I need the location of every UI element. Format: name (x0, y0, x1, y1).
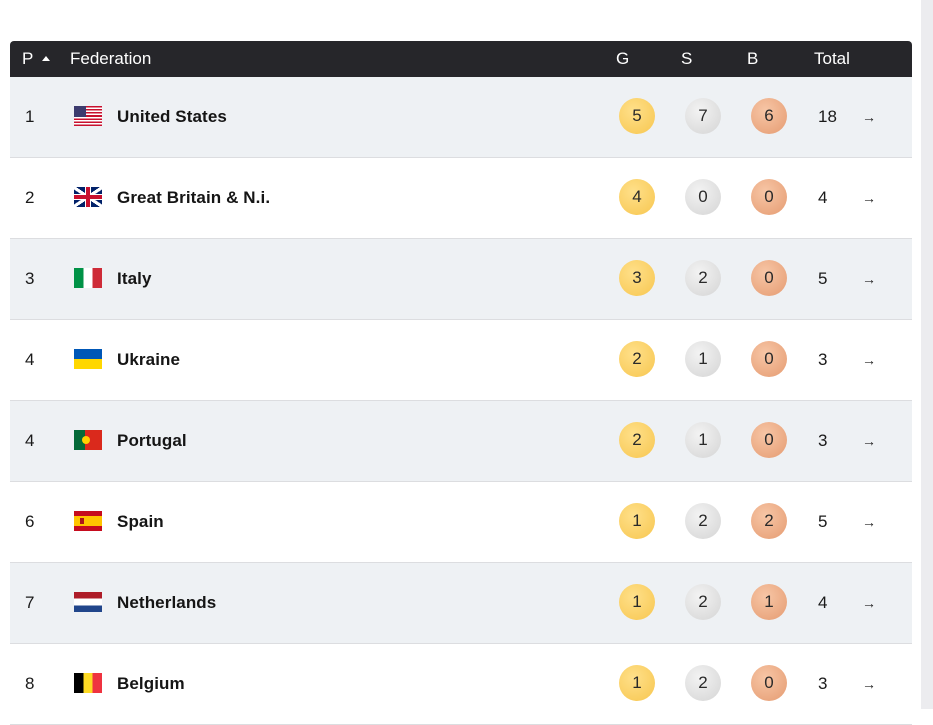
row-position: 1 (25, 107, 35, 126)
arrow-right-icon[interactable]: → (862, 352, 876, 368)
gold-medal-count: 4 (619, 179, 655, 215)
gold-medal-count: 2 (619, 422, 655, 458)
silver-medal-count: 1 (685, 422, 721, 458)
row-total: 4 (818, 188, 828, 207)
gold-medal-count: 1 (619, 584, 655, 620)
row-total: 5 (818, 512, 828, 531)
es-flag-icon (74, 511, 102, 531)
arrow-right-icon[interactable]: → (862, 514, 876, 530)
row-position: 2 (25, 188, 35, 207)
ua-flag-icon (74, 349, 102, 369)
bronze-medal-count: 0 (751, 422, 787, 458)
row-federation-name: Great Britain & N.i. (117, 188, 271, 207)
silver-medal-count: 2 (685, 260, 721, 296)
row-position: 7 (25, 593, 35, 612)
row-federation-name: United States (117, 107, 227, 126)
header-position-label: P (22, 49, 34, 68)
silver-medal-count: 2 (685, 584, 721, 620)
gold-medal-count: 2 (619, 341, 655, 377)
row-federation-name: Italy (117, 269, 152, 288)
row-federation-name: Ukraine (117, 350, 181, 369)
sort-ascending-icon (42, 56, 51, 61)
header-federation[interactable]: Federation (70, 49, 152, 68)
arrow-right-icon[interactable]: → (862, 595, 876, 611)
silver-medal-count: 0 (685, 179, 721, 215)
us-flag-icon (74, 106, 102, 126)
bronze-medal-count: 2 (751, 503, 787, 539)
table-row[interactable]: 6 Spain 1 2 2 5 → (10, 482, 912, 563)
scrollbar-track[interactable] (921, 0, 933, 709)
arrow-right-icon[interactable]: → (862, 190, 876, 206)
bronze-medal-count: 0 (751, 260, 787, 296)
silver-medal-count: 7 (685, 98, 721, 134)
arrow-right-icon[interactable]: → (862, 676, 876, 692)
gold-medal-count: 1 (619, 665, 655, 701)
table-row[interactable]: 3 Italy 3 2 0 5 → (10, 239, 912, 320)
row-federation-name: Spain (117, 512, 164, 531)
table-header: P Federation G S B Total (10, 41, 912, 77)
header-position[interactable]: P (22, 41, 51, 77)
row-position: 3 (25, 269, 35, 288)
be-flag-icon (74, 673, 102, 693)
row-total: 18 (818, 107, 837, 126)
bronze-medal-count: 0 (751, 341, 787, 377)
table-row[interactable]: 8 Belgium 1 2 0 3 → (10, 644, 912, 725)
arrow-right-icon[interactable]: → (862, 433, 876, 449)
header-bronze[interactable]: B (747, 49, 759, 68)
silver-medal-count: 1 (685, 341, 721, 377)
row-total: 3 (818, 350, 828, 369)
header-silver[interactable]: S (681, 49, 693, 68)
gold-medal-count: 5 (619, 98, 655, 134)
row-position: 4 (25, 431, 35, 450)
silver-medal-count: 2 (685, 503, 721, 539)
gold-medal-count: 3 (619, 260, 655, 296)
table-row[interactable]: 4 Portugal 2 1 0 3 → (10, 401, 912, 482)
row-federation-name: Netherlands (117, 593, 217, 612)
arrow-right-icon[interactable]: → (862, 271, 876, 287)
table-row[interactable]: 4 Ukraine 2 1 0 3 → (10, 320, 912, 401)
header-total[interactable]: Total (814, 49, 850, 68)
table-row[interactable]: 1 United States 5 7 6 18 → (10, 77, 912, 158)
gold-medal-count: 1 (619, 503, 655, 539)
row-federation-name: Portugal (117, 431, 187, 450)
bronze-medal-count: 1 (751, 584, 787, 620)
row-position: 8 (25, 674, 35, 693)
bronze-medal-count: 6 (751, 98, 787, 134)
pt-flag-icon (74, 430, 102, 450)
silver-medal-count: 2 (685, 665, 721, 701)
row-total: 3 (818, 431, 828, 450)
row-total: 4 (818, 593, 828, 612)
table-row[interactable]: 2 Great Britain & N.i. 4 0 0 4 → (10, 158, 912, 239)
bronze-medal-count: 0 (751, 665, 787, 701)
arrow-right-icon[interactable]: → (862, 109, 876, 125)
row-total: 5 (818, 269, 828, 288)
medal-table: P Federation G S B Total 1 United States… (10, 41, 912, 725)
it-flag-icon (74, 268, 102, 288)
nl-flag-icon (74, 592, 102, 612)
row-position: 4 (25, 350, 35, 369)
row-total: 3 (818, 674, 828, 693)
gb-flag-icon (74, 187, 102, 207)
row-federation-name: Belgium (117, 674, 185, 693)
row-position: 6 (25, 512, 35, 531)
header-gold[interactable]: G (616, 49, 630, 68)
table-row[interactable]: 7 Netherlands 1 2 1 4 → (10, 563, 912, 644)
bronze-medal-count: 0 (751, 179, 787, 215)
